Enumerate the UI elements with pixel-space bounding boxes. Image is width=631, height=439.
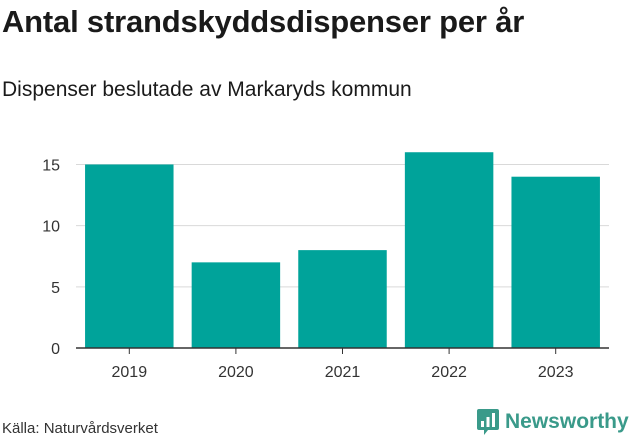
brand-name: Newsworthy (505, 410, 629, 433)
y-tick-label: 10 (42, 219, 60, 236)
y-tick-label: 5 (51, 280, 60, 297)
x-tick-label: 2020 (218, 364, 254, 381)
chart-subtitle: Dispenser beslutade av Markaryds kommun (2, 78, 412, 101)
x-tick-label: 2022 (431, 364, 467, 381)
bar (191, 262, 281, 348)
newsworthy-logo-icon (477, 409, 499, 435)
y-tick-label: 15 (42, 157, 60, 174)
brand-logo: Newsworthy (476, 408, 629, 436)
bar (404, 152, 494, 348)
x-tick-label: 2021 (325, 364, 361, 381)
source-note: Källa: Naturvårdsverket (2, 420, 158, 437)
x-tick-label: 2019 (112, 364, 148, 381)
chart-title: Antal strandskyddsdispenser per år (2, 4, 525, 39)
bar (85, 164, 174, 348)
bar (298, 250, 387, 348)
y-tick-label: 0 (51, 341, 60, 358)
bar-chart: 0 5 10 15 2019 2020 2021 2022 2023 (42, 152, 609, 381)
bar (511, 176, 600, 348)
x-tick-label: 2023 (538, 364, 574, 381)
